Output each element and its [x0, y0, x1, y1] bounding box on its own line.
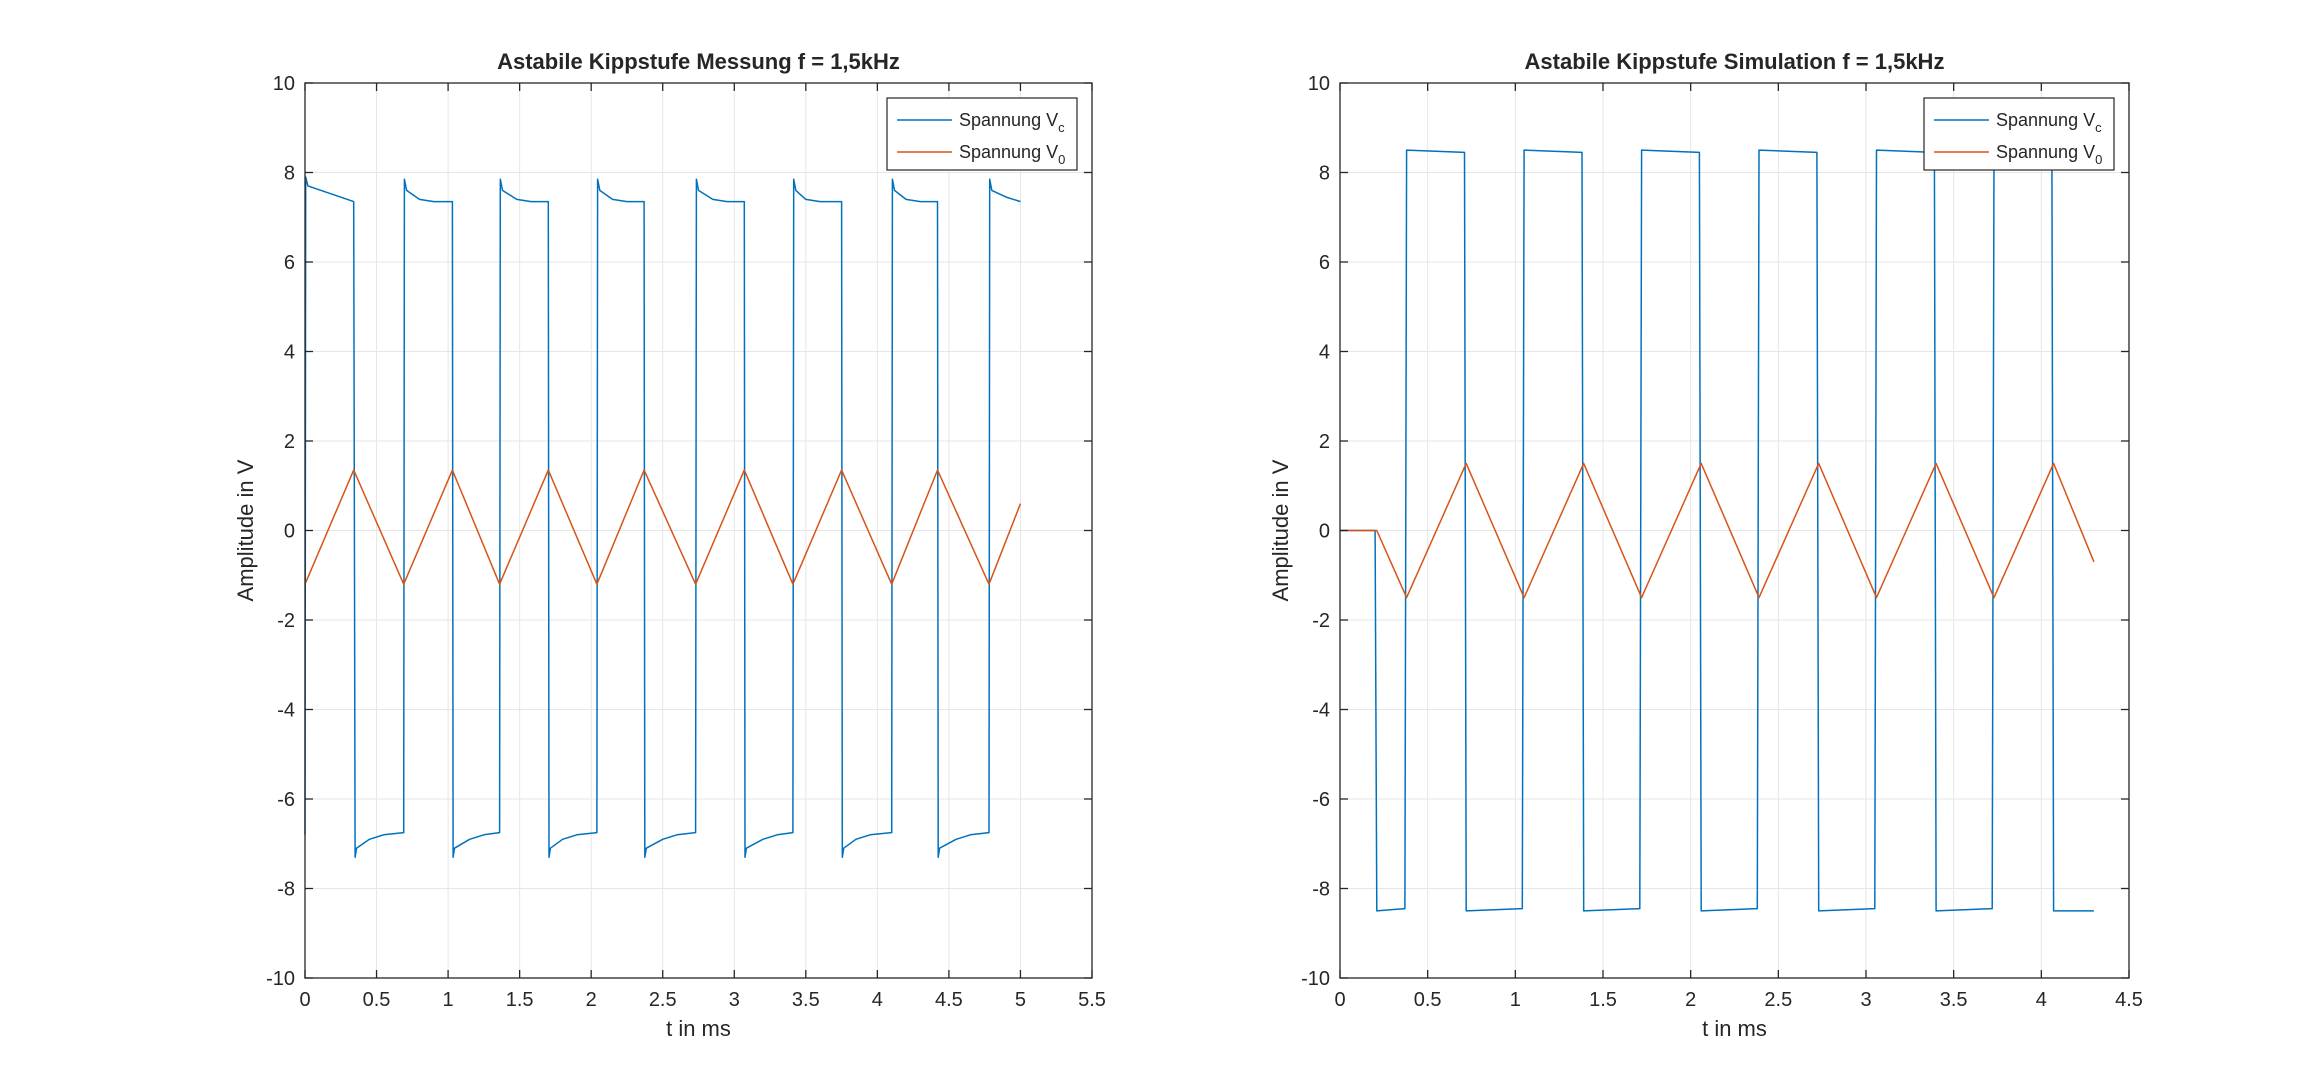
x-tick-label: 5	[1015, 989, 1026, 1011]
y-tick-label: -2	[277, 610, 295, 632]
x-tick-label: 0	[1334, 989, 1345, 1011]
x-tick-label: 2	[586, 989, 597, 1011]
legend-label-subscript: 0	[1058, 152, 1065, 167]
legend-label: Spannung Vc	[959, 110, 1065, 135]
x-tick-label: 4.5	[935, 989, 963, 1011]
x-tick-label: 2.5	[649, 989, 677, 1011]
y-tick-label: 4	[1319, 342, 1330, 364]
chart-title: Astabile Kippstufe Simulation f = 1,5kHz	[1525, 49, 1945, 74]
y-tick-label: 4	[284, 342, 295, 364]
x-tick-label: 1.5	[1589, 989, 1617, 1011]
y-tick-label: 8	[284, 163, 295, 185]
y-tick-label: -8	[277, 879, 295, 901]
x-tick-label: 2.5	[1764, 989, 1792, 1011]
legend-label-subscript: c	[2095, 120, 2102, 135]
chart-messung: 0 0.5 1 1.5 2 2.5 3 3.5 4 4.5 5 5.5 -10 -8 -6 -4 -2 0 2 4 6 8…	[233, 49, 1106, 1041]
ticks: 0 0.5 1 1.5 2 2.5 3 3.5 4 4.5 5 5.5 -10 -8 -6 -4 -2 0 2 4 6 8…	[266, 73, 1106, 1011]
legend-label-text: Spannung V	[959, 142, 1058, 162]
x-tick-label: 0.5	[363, 989, 391, 1011]
x-axis-label: t in ms	[666, 1016, 731, 1041]
legend-label: Spannung V0	[1996, 142, 2102, 167]
y-tick-label: -10	[266, 968, 295, 990]
chart-title: Astabile Kippstufe Messung f = 1,5kHz	[497, 49, 900, 74]
x-tick-label: 1.5	[506, 989, 534, 1011]
y-tick-label: -4	[277, 700, 295, 722]
y-tick-label: 2	[284, 431, 295, 453]
y-tick-label: 2	[1319, 431, 1330, 453]
series-line-v0	[304, 469, 1022, 585]
x-tick-label: 3.5	[1940, 989, 1968, 1011]
y-tick-label: -6	[1312, 789, 1330, 811]
y-tick-label: 6	[284, 252, 295, 274]
y-tick-label: -8	[1312, 879, 1330, 901]
legend-label-subscript: c	[1058, 120, 1065, 135]
x-tick-label: 3.5	[792, 989, 820, 1011]
legend-box	[1923, 97, 2115, 171]
y-tick-label: 10	[273, 73, 295, 95]
y-tick-label: 8	[1319, 163, 1330, 185]
legend-label-text: Spannung V	[959, 110, 1058, 130]
x-tick-label: 3	[1860, 989, 1871, 1011]
series-line-v0	[1340, 462, 2095, 599]
series-line-vc	[304, 176, 1021, 858]
x-tick-label: 4	[872, 989, 883, 1011]
y-tick-label: -4	[1312, 700, 1330, 722]
x-tick-label: 0	[299, 989, 310, 1011]
y-tick-label: -2	[1312, 610, 1330, 632]
grid	[304, 82, 1093, 979]
legend-label-text: Spannung V	[1996, 110, 2095, 130]
ticks: 0 0.5 1 1.5 2 2.5 3 3.5 4 4.5 -10 -8 -6 -4 -2 0 2 4 6 8 10	[1301, 73, 2143, 1011]
y-tick-label: 0	[1319, 521, 1330, 543]
y-tick-label: 0	[284, 521, 295, 543]
x-tick-label: 1	[1510, 989, 1521, 1011]
y-tick-label: 10	[1308, 73, 1330, 95]
legend-box	[886, 97, 1078, 171]
x-tick-label: 4	[2036, 989, 2047, 1011]
y-tick-label: -6	[277, 789, 295, 811]
y-tick-label: 6	[1319, 252, 1330, 274]
x-tick-label: 3	[729, 989, 740, 1011]
legend-label-subscript: 0	[2095, 152, 2102, 167]
x-tick-label: 0.5	[1414, 989, 1442, 1011]
x-tick-label: 1	[443, 989, 454, 1011]
x-axis-label: t in ms	[1702, 1016, 1767, 1041]
x-tick-label: 2	[1685, 989, 1696, 1011]
chart-simulation: 0 0.5 1 1.5 2 2.5 3 3.5 4 4.5 -10 -8 -6 -4 -2 0 2 4 6 8 10 A…	[1268, 49, 2143, 1041]
series-layer	[1340, 149, 2095, 912]
y-axis-label: Amplitude in V	[1268, 459, 1293, 601]
legend-label: Spannung Vc	[1996, 110, 2102, 135]
legend-label: Spannung V0	[959, 142, 1065, 167]
series-layer	[304, 176, 1022, 858]
x-tick-label: 5.5	[1078, 989, 1106, 1011]
series-line-vc	[1340, 149, 2094, 912]
y-axis-label: Amplitude in V	[233, 459, 258, 601]
x-tick-label: 4.5	[2115, 989, 2143, 1011]
y-tick-label: -10	[1301, 968, 1330, 990]
legend-label-text: Spannung V	[1996, 142, 2095, 162]
